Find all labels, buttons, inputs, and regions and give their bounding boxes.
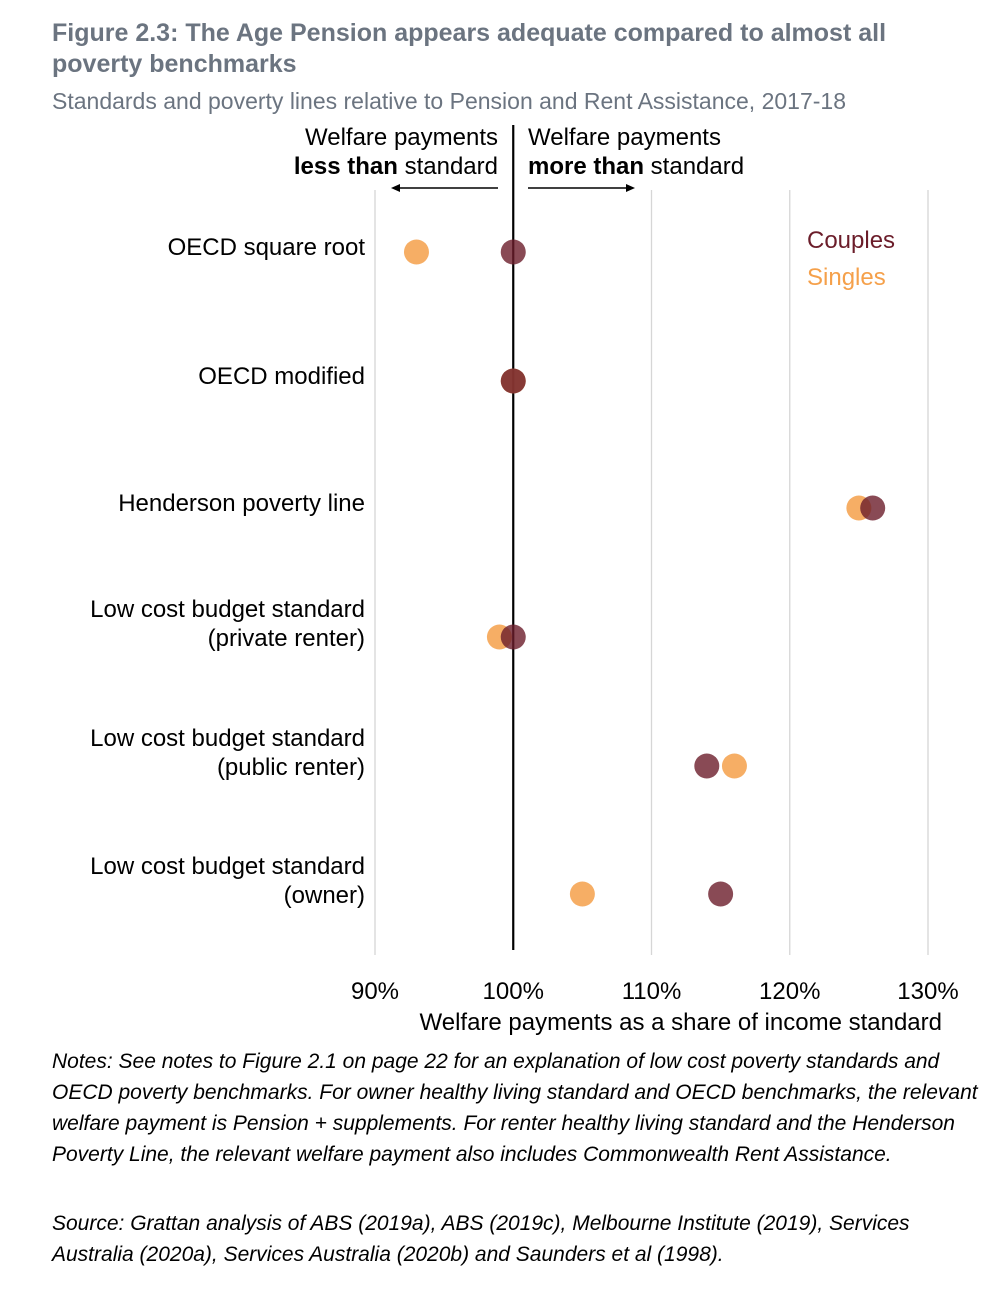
point-couples-5 bbox=[708, 881, 734, 907]
category-label-1-0: OECD modified bbox=[198, 363, 365, 390]
point-couples-4 bbox=[694, 753, 720, 779]
category-label-4-0: Low cost budget standard bbox=[90, 725, 365, 752]
point-couples-1 bbox=[500, 368, 526, 394]
annotation-right-bold: more than bbox=[528, 153, 644, 180]
category-label-4-1: (public renter) bbox=[217, 754, 365, 781]
x-tick-label-4: 130% bbox=[897, 978, 958, 1005]
grid-layer bbox=[374, 190, 929, 955]
x-tick-label-2: 110% bbox=[622, 978, 682, 1005]
arrow-right-icon bbox=[528, 184, 635, 192]
source-text: Source: Grattan analysis of ABS (2019a),… bbox=[52, 1212, 910, 1266]
dot-chart: Welfare payments less than standard Welf… bbox=[90, 124, 959, 1036]
data-points bbox=[403, 239, 886, 907]
category-label-3-0: Low cost budget standard bbox=[90, 596, 365, 623]
x-tick-label-1: 100% bbox=[483, 978, 544, 1005]
point-couples-3 bbox=[500, 624, 526, 650]
annotation-left-line1: Welfare payments bbox=[305, 124, 498, 151]
category-label-0-0: OECD square root bbox=[168, 234, 366, 261]
category-label-2-0: Henderson poverty line bbox=[118, 490, 365, 517]
annotation-layer: Welfare payments less than standard Welf… bbox=[294, 124, 744, 192]
notes-text: Notes: See notes to Figure 2.1 on page 2… bbox=[52, 1050, 978, 1166]
chart-title: Figure 2.3: The Age Pension appears adeq… bbox=[52, 19, 887, 78]
category-label-5-1: (owner) bbox=[284, 882, 365, 909]
annotation-left-rest: standard bbox=[398, 153, 498, 180]
point-singles-0 bbox=[403, 239, 429, 265]
annotation-left-line2: less than standard bbox=[294, 153, 498, 180]
legend-singles: Singles bbox=[807, 264, 886, 291]
point-couples-0 bbox=[500, 239, 526, 265]
annotation-right-line1: Welfare payments bbox=[528, 124, 721, 151]
annotation-left-bold: less than bbox=[294, 153, 398, 180]
annotation-right-rest: standard bbox=[644, 153, 744, 180]
category-labels: OECD square root OECD modified Henderson p… bbox=[90, 234, 365, 909]
annotation-right-line2: more than standard bbox=[528, 153, 744, 180]
category-label-3-1: (private renter) bbox=[208, 625, 365, 652]
point-singles-4 bbox=[721, 753, 747, 779]
x-tick-label-3: 120% bbox=[759, 978, 820, 1005]
x-tick-label-0: 90% bbox=[351, 978, 399, 1005]
legend-couples: Couples bbox=[807, 227, 895, 254]
x-axis-title: Welfare payments as a share of income st… bbox=[420, 1009, 943, 1036]
category-label-5-0: Low cost budget standard bbox=[90, 853, 365, 880]
x-axis: 90% 100% 110% 120% 130% Welfare payments as a… bbox=[351, 978, 959, 1036]
point-singles-5 bbox=[569, 881, 595, 907]
legend: Couples Singles bbox=[807, 227, 895, 291]
point-couples-2 bbox=[860, 495, 886, 521]
chart-subtitle: Standards and poverty lines relative to … bbox=[52, 88, 846, 114]
arrow-left-icon bbox=[391, 184, 498, 192]
